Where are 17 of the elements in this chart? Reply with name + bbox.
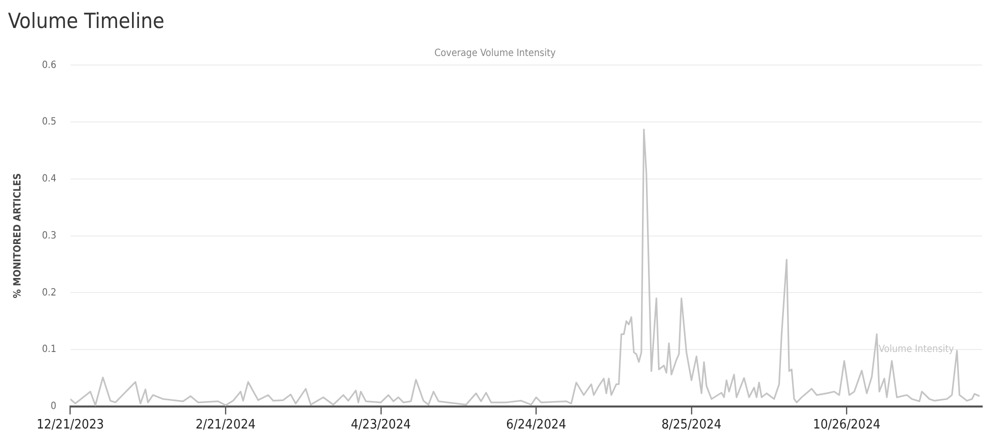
y-tick-label: 0.1 [42,344,56,356]
x-tick-label: 2/21/2024 [196,418,256,433]
y-tick-label: 0 [50,400,57,412]
y-axis-title: % MONITORED ARTICLES [12,173,24,298]
x-tick-label: 10/26/2024 [813,418,880,433]
chart-subtitle: Coverage Volume Intensity [434,48,556,59]
y-tick-label: 0.4 [42,174,57,185]
chart-title: Volume Timeline [8,9,164,34]
series-label: Volume Intensity [878,344,955,355]
x-tick-label: 6/24/2024 [506,418,566,433]
y-tick-label: 0.2 [42,287,56,298]
x-tick-label: 12/21/2023 [36,418,104,433]
x-tick-label: 4/23/2024 [350,418,411,433]
x-tick-label: 8/25/2024 [661,418,722,433]
y-tick-label: 0.6 [42,60,57,71]
y-tick-label: 0.3 [42,230,56,242]
y-tick-label: 0.5 [42,116,56,128]
